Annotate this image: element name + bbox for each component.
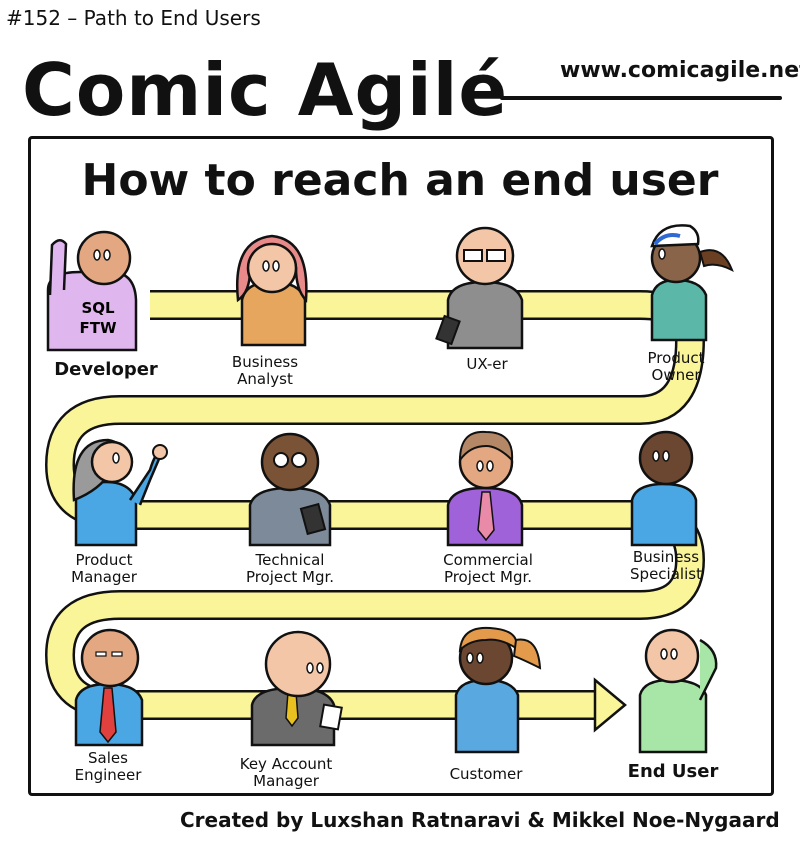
label-sales-engineer: Sales Engineer xyxy=(74,749,142,784)
brand-logo-text: Comic Agilé xyxy=(22,48,509,132)
path-arrowhead xyxy=(593,677,627,733)
figure-key-account-manager xyxy=(250,630,343,747)
label-key-account-manager: Key Account Manager xyxy=(239,755,333,790)
label-end-user: End User xyxy=(627,761,719,782)
label-commercial-project-mgr: Commercial Project Mgr. xyxy=(443,551,533,586)
label-technical-project-mgr: Technical Project Mgr. xyxy=(245,551,335,586)
shirt-text-ftw: FTW xyxy=(79,319,116,337)
figure-business-specialist xyxy=(630,430,698,547)
credit-line: Created by Luxshan Ratnaravi & Mikkel No… xyxy=(180,808,780,832)
label-product-manager: Product Manager xyxy=(71,551,137,586)
figure-developer: SQL FTW xyxy=(46,230,138,352)
panel-title: How to reach an end user xyxy=(81,155,719,206)
label-business-analyst: Business Analyst xyxy=(231,353,299,388)
figure-product-owner xyxy=(650,224,734,342)
label-ux-er: UX-er xyxy=(466,355,508,373)
label-developer: Developer xyxy=(54,359,158,380)
episode-title: #152 – Path to End Users xyxy=(6,6,261,30)
figure-commercial-project-mgr xyxy=(446,430,524,547)
label-product-owner: Product Owner xyxy=(647,349,705,384)
figure-customer xyxy=(454,626,542,754)
comic-panel-frame xyxy=(28,136,774,796)
figure-technical-project-mgr xyxy=(248,432,332,547)
url-underline xyxy=(500,96,782,100)
figure-sales-engineer xyxy=(74,628,144,747)
figure-ux-er xyxy=(435,226,524,350)
figure-business-analyst xyxy=(236,234,308,347)
figure-end-user xyxy=(638,628,718,754)
figure-product-manager xyxy=(72,438,168,547)
site-url[interactable]: www.comicagile.net xyxy=(560,58,800,83)
shirt-text-sql: SQL xyxy=(81,299,115,317)
label-customer: Customer xyxy=(449,765,523,783)
label-business-specialist: Business Specialist xyxy=(630,548,702,583)
